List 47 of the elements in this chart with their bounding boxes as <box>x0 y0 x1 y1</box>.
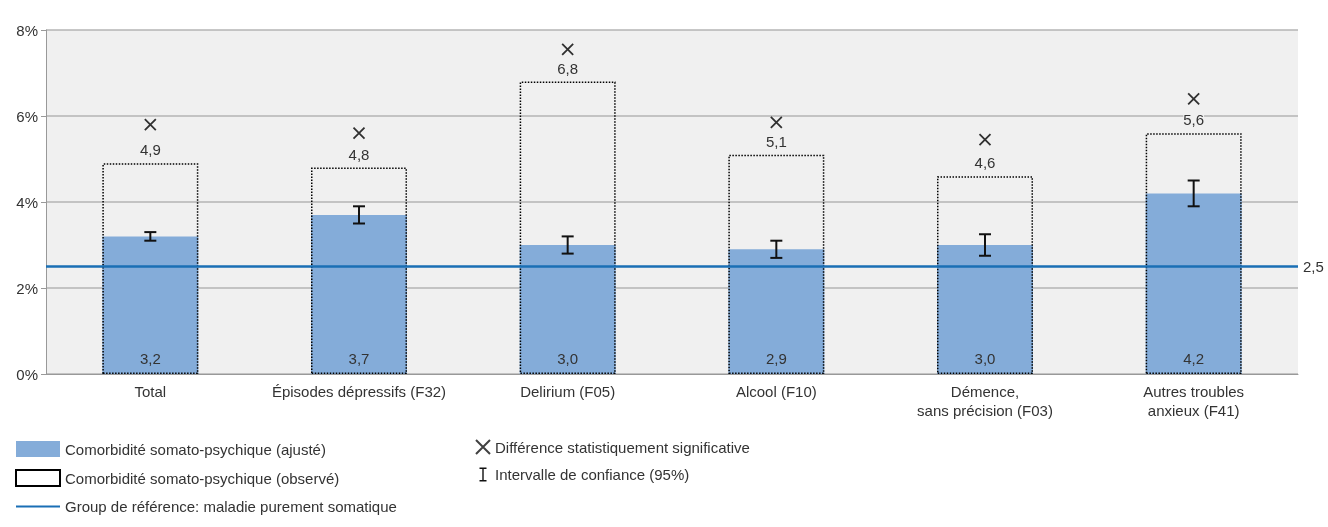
data-label: 2,9 <box>765 350 787 367</box>
bar <box>937 245 1033 374</box>
legend-label: Différence statistiquement significative <box>495 438 750 456</box>
point <box>978 133 992 147</box>
x-tick-label: Alcool (F10) <box>735 383 817 400</box>
bar <box>102 236 199 374</box>
data-label: 4,8 <box>348 145 370 163</box>
bar <box>937 176 1033 374</box>
bar <box>311 214 407 374</box>
y-tick-label: 8% <box>16 21 38 39</box>
bar <box>102 163 199 374</box>
y-tick-label: 6% <box>16 107 38 125</box>
x-tick-label: Delirium (F05) <box>520 383 616 400</box>
point <box>769 116 783 129</box>
data-label: 4,6 <box>974 154 996 172</box>
data-label: 5,1 <box>765 132 787 150</box>
data-label: 4,2 <box>1183 350 1205 367</box>
point <box>143 118 157 131</box>
point <box>352 126 366 140</box>
data-label: 4,9 <box>139 141 161 159</box>
ref-line-label: 2,5 <box>1303 258 1324 275</box>
data-label: 3,0 <box>557 350 579 367</box>
text: Group de référence: maladie purement somatique <box>65 498 397 515</box>
bar <box>519 245 616 374</box>
text: Intervalle de confiance (95%) <box>495 466 690 483</box>
y-tick-label: 2% <box>16 279 38 297</box>
x-tick-label: Démence, sans précision (F03) <box>917 383 1053 419</box>
point <box>561 42 575 56</box>
bar <box>519 81 616 374</box>
x-tick-label: Autres troubles anxieux (F41) <box>1143 383 1245 419</box>
x-tick-label: Total <box>134 383 167 400</box>
bar <box>1145 133 1242 374</box>
x-tick-label: Épisodes dépressifs (F32) <box>271 383 447 400</box>
bar <box>728 154 825 374</box>
data-label: 3,2 <box>139 350 161 367</box>
data-label: 3,7 <box>348 350 370 367</box>
bar <box>728 249 825 374</box>
legend-label: Comorbidité somato-psychique (ajusté) <box>65 440 326 458</box>
y-tick-label: 0% <box>16 365 38 383</box>
point <box>1187 92 1201 106</box>
legend-label: Comorbidité somato-psychique (observé) <box>65 469 340 487</box>
data-label: 3,0 <box>974 350 996 367</box>
data-label: 5,6 <box>1183 111 1205 129</box>
data-label: 6,8 <box>557 59 579 77</box>
bar <box>311 167 407 374</box>
bar <box>1145 193 1242 374</box>
y-tick-label: 4% <box>16 193 38 211</box>
